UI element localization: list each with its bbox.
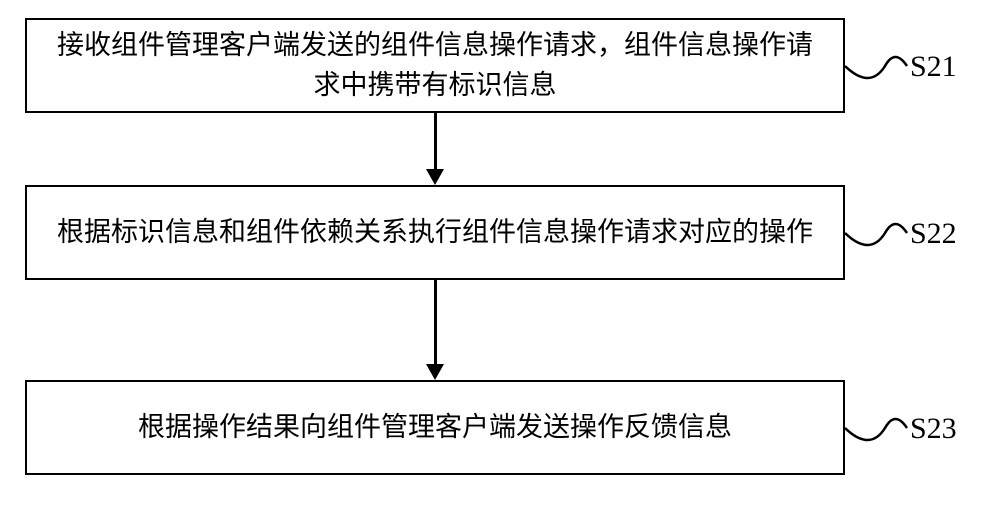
flow-step-s22-text: 根据标识信息和组件依赖关系执行组件信息操作请求对应的操作 (57, 213, 813, 252)
arrow-s22-s23 (434, 280, 437, 366)
arrow-head-s22-s23 (426, 364, 444, 380)
flow-step-s23: 根据操作结果向组件管理客户端发送操作反馈信息 (25, 380, 845, 475)
flow-step-s21-text: 接收组件管理客户端发送的组件信息操作请求，组件信息操作请求中携带有标识信息 (47, 26, 823, 104)
flow-step-s21: 接收组件管理客户端发送的组件信息操作请求，组件信息操作请求中携带有标识信息 (25, 18, 845, 113)
connector-s22 (845, 207, 910, 257)
flow-step-s22: 根据标识信息和组件依赖关系执行组件信息操作请求对应的操作 (25, 185, 845, 280)
connector-s21 (845, 40, 910, 90)
arrow-head-s21-s22 (426, 169, 444, 185)
flow-step-s23-text: 根据操作结果向组件管理客户端发送操作反馈信息 (138, 408, 732, 447)
step-label-s21: S21 (910, 50, 957, 84)
step-label-s23: S23 (910, 412, 957, 446)
flowchart-container: 接收组件管理客户端发送的组件信息操作请求，组件信息操作请求中携带有标识信息 S2… (0, 0, 1000, 510)
connector-s23 (845, 402, 910, 452)
arrow-s21-s22 (434, 113, 437, 171)
step-label-s22: S22 (910, 217, 957, 251)
